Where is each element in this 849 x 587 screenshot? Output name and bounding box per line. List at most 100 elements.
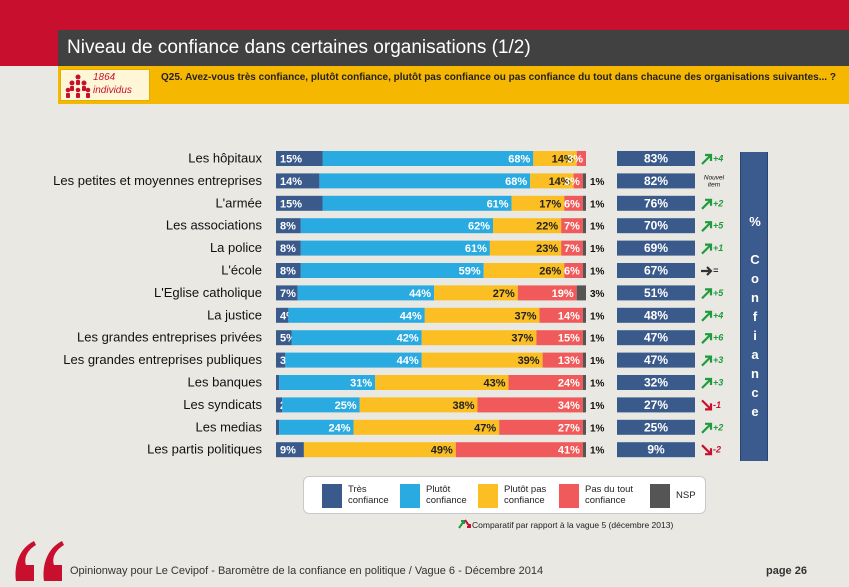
bar-plutot_pas: [303, 442, 456, 458]
bar-pas_du_tout: [564, 263, 583, 278]
nsp-label: 1%: [590, 267, 605, 278]
confiance-total-bar: [617, 397, 695, 413]
bar-plutot: [300, 218, 493, 234]
evolution-arrow-icon: [701, 422, 713, 434]
footer-source: Opinionway pour Le Cevipof - Baromètre d…: [70, 565, 544, 577]
bar-pas_du_tout: [573, 173, 583, 189]
bar-nsp: [582, 307, 586, 323]
evolution-arrow-icon: [701, 221, 713, 232]
confiance-total-bar: [617, 285, 695, 301]
bar-label-plutot: 62%: [468, 221, 490, 233]
confiance-total-bar: [617, 307, 695, 323]
confiance-total-label: 67%: [644, 264, 668, 278]
bar-tres: [276, 375, 280, 390]
bar-label-plutot_pas: 49%: [431, 445, 453, 457]
bar-label-plutot: 61%: [465, 243, 487, 255]
bar-plutot: [279, 419, 354, 435]
bar-label-pas_du_tout: 27%: [558, 422, 580, 434]
legend-swatch: [559, 484, 579, 508]
confiance-total-bar: [617, 151, 695, 166]
question-text: Q25. Avez-vous très confiance, plutôt co…: [161, 72, 836, 83]
bar-tres: [276, 263, 301, 278]
category-label: Les petites et moyennes entreprises: [53, 173, 262, 188]
evolution-arrow-icon: [701, 198, 713, 210]
bar-plutot: [322, 195, 512, 211]
page-title: Niveau de confiance dans certaines organ…: [67, 37, 531, 58]
evolution-label: +5: [713, 221, 724, 231]
evolution-label: +2: [713, 422, 723, 432]
evolution-arrow-icon: [701, 266, 713, 276]
bar-plutot_pas: [493, 218, 562, 234]
bar-plutot_pas: [424, 307, 540, 323]
legend-swatch: [322, 484, 342, 508]
nsp-label: 1%: [590, 423, 605, 434]
bar-label-plutot_pas: 37%: [511, 333, 533, 345]
bar-plutot_pas: [359, 397, 478, 413]
bar-label-pas_du_tout: 15%: [558, 333, 580, 345]
nsp-label: 1%: [590, 401, 605, 412]
bar-tres: [276, 442, 304, 458]
evolution-new-label: Nouvel: [704, 174, 725, 181]
page-number: page 26: [766, 565, 807, 577]
confiance-total-bar: [617, 240, 695, 256]
confiance-total-bar: [617, 352, 695, 368]
bar-label-tres: 15%: [280, 198, 302, 210]
evolution-arrow-icon: [701, 310, 713, 322]
evolution-arrow-icon: [701, 399, 713, 411]
bar-nsp: [582, 442, 586, 458]
bar-label-tres: 8%: [280, 243, 296, 255]
bar-nsp: [582, 419, 586, 435]
confiance-total-label: 48%: [644, 308, 668, 322]
left-accent-strip: [0, 30, 58, 66]
bar-tres: [276, 195, 323, 211]
bar-plutot: [300, 263, 484, 278]
evolution-label: +5: [713, 288, 724, 298]
nsp-label: 1%: [590, 244, 605, 255]
sample-box: 1864 individus: [60, 69, 150, 101]
comparison-arrows-icon: [458, 519, 471, 529]
confiance-total-label: 27%: [644, 398, 668, 412]
bar-tres: [276, 218, 301, 234]
category-label: Les medias: [196, 419, 263, 434]
evolution-label: +2: [713, 198, 723, 208]
category-label: L'école: [221, 263, 262, 278]
confiance-total-label: 51%: [644, 286, 668, 300]
evolution-arrow-icon: [701, 288, 713, 300]
bar-label-plutot_pas: 37%: [514, 310, 536, 322]
bar-label-plutot: 44%: [400, 310, 422, 322]
nsp-label: 1%: [590, 379, 605, 390]
evolution-label: +1: [713, 243, 723, 253]
category-label: La justice: [207, 307, 262, 322]
confiance-total-label: 76%: [644, 196, 668, 210]
evolution-label: +6: [713, 333, 724, 343]
sample-label: individus: [93, 85, 132, 96]
bar-label-tres: 9%: [280, 445, 296, 457]
bar-label-pas_du_tout: 6%: [564, 266, 580, 278]
bar-plutot_pas: [375, 375, 509, 390]
bar-nsp: [576, 285, 586, 301]
legend-label: Pas du tout confiance: [585, 484, 634, 506]
bar-plutot: [322, 151, 534, 166]
bar-label-pas_du_tout: 13%: [558, 355, 580, 367]
bar-label-pas_du_tout: 41%: [558, 445, 580, 457]
bar-label-plutot_pas: 43%: [483, 378, 505, 390]
bar-tres: [276, 240, 301, 256]
evolution-arrow-icon: [701, 243, 713, 255]
evolution-label: -2: [713, 445, 721, 455]
bar-tres: [276, 352, 286, 368]
bar-label-plutot: 59%: [459, 266, 481, 278]
bar-plutot: [285, 352, 422, 368]
nsp-label: 1%: [590, 446, 605, 457]
confiance-total-label: 47%: [644, 331, 668, 345]
bar-plutot: [297, 285, 435, 301]
bar-label-plutot: 61%: [487, 198, 509, 210]
category-label: Les associations: [166, 218, 263, 233]
bar-label-plutot_pas: 39%: [518, 355, 540, 367]
bar-pas_du_tout: [539, 307, 583, 323]
nsp-label: 3%: [590, 289, 605, 300]
bar-label-plutot_pas: 17%: [539, 198, 561, 210]
people-icon: [65, 74, 91, 98]
bar-label-plutot_pas: 14%: [549, 176, 571, 188]
